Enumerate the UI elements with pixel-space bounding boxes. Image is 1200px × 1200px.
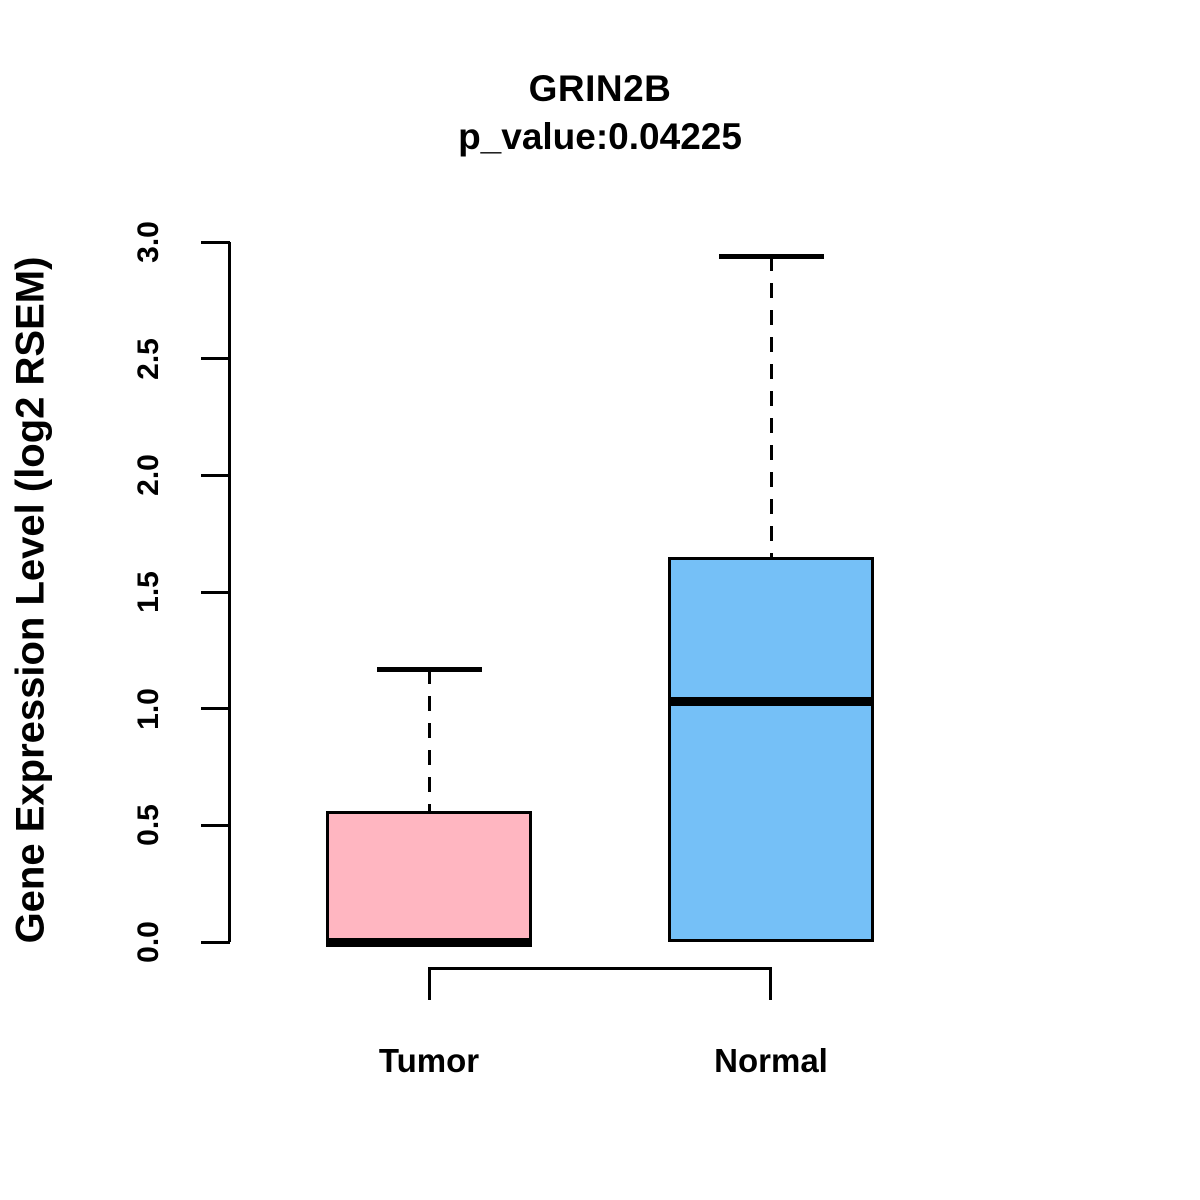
normal-upper-whisker <box>769 256 773 557</box>
x-axis-tick-normal <box>769 967 772 1000</box>
chart-title: GRIN2B <box>528 68 672 109</box>
x-axis-tick-tumor <box>428 967 431 1000</box>
y-tick-label: 2.5 <box>132 337 165 380</box>
tumor-box <box>326 811 532 942</box>
y-tick-label: 2.0 <box>132 454 165 497</box>
y-tick-mark <box>201 473 230 477</box>
normal-upper-whisker-cap <box>718 253 824 259</box>
tumor-upper-whisker-cap <box>376 666 482 672</box>
y-tick-mark <box>201 823 230 827</box>
x-axis-line <box>428 967 772 970</box>
y-tick-label: 1.5 <box>132 571 165 613</box>
y-tick-mark <box>201 707 230 711</box>
x-tick-label-normal: Normal <box>714 1042 828 1079</box>
x-tick-label-tumor: Tumor <box>378 1042 480 1079</box>
y-tick-label: 0.5 <box>132 804 165 847</box>
tumor-upper-whisker <box>427 669 431 812</box>
y-tick-label: 0.0 <box>132 921 165 963</box>
tumor-median-line <box>326 937 532 947</box>
y-tick-label: 1.0 <box>132 687 165 730</box>
normal-box <box>668 557 874 942</box>
y-tick-mark <box>201 357 230 361</box>
y-tick-label: 3.0 <box>132 221 165 263</box>
y-axis-label: Gene Expression Level (log2 RSEM) <box>8 256 53 944</box>
chart-subtitle: p_value:0.04225 <box>458 116 742 157</box>
y-tick-mark <box>201 590 230 594</box>
normal-median-line <box>668 697 874 707</box>
y-tick-mark <box>201 940 230 944</box>
y-tick-mark <box>201 240 230 244</box>
